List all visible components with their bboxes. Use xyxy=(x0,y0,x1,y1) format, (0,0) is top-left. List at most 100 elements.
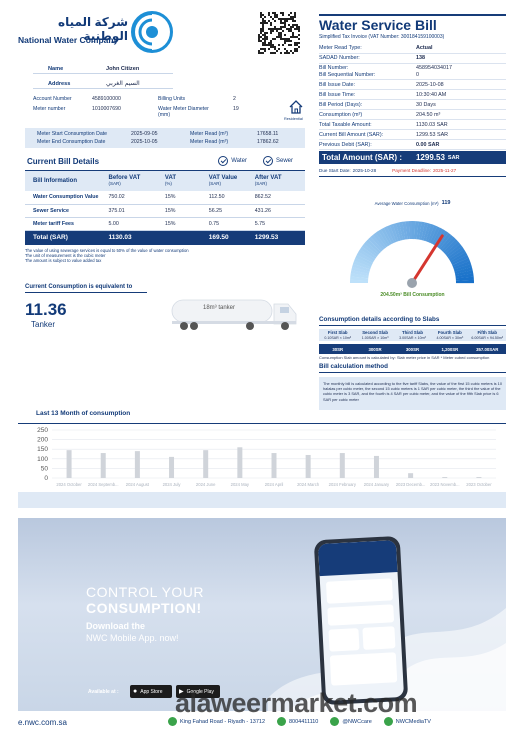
history-bar xyxy=(339,453,345,478)
bill-row-value: 750.02 xyxy=(108,194,125,201)
tanker-label: 18m³ tanker xyxy=(203,305,236,311)
gauge-arc xyxy=(446,243,463,258)
history-bar xyxy=(134,451,140,478)
promo-line4: NWC Mobile App. now! xyxy=(86,633,179,643)
residential-label: Residential xyxy=(284,117,303,121)
bill-field-value: 458954034017 0 xyxy=(416,65,452,78)
gauge-arc xyxy=(418,221,426,240)
water-drop-logo-icon xyxy=(131,11,173,53)
footer-media[interactable]: NWCMediaTV xyxy=(395,718,431,725)
gauge-arc xyxy=(431,227,444,245)
bill-table-header-text: After VAT xyxy=(254,175,282,182)
start-date-value: 2025-09-05 xyxy=(131,131,158,137)
gauge-arc xyxy=(358,249,376,261)
payment-deadline-value: 2025-11-27 xyxy=(433,168,457,174)
diameter-label: Water Meter Diameter (mm) xyxy=(158,106,209,118)
bill-row-value: 112.50 xyxy=(208,194,225,201)
history-bar xyxy=(237,447,243,478)
bill-table-header: Bill Information xyxy=(25,171,106,191)
gauge-arc xyxy=(441,236,456,252)
promo-line3: Download the xyxy=(86,621,145,631)
bill-field-label: Current Bill Amount (SAR): xyxy=(319,131,384,138)
bill-field-value: 10:30:40 AM xyxy=(416,91,447,98)
bill-table-subheader: (SAR) xyxy=(254,181,267,187)
bill-table-header-text: VAT xyxy=(164,175,176,182)
location-icon xyxy=(168,717,177,726)
gauge-arc xyxy=(350,273,369,279)
website-link[interactable]: e.nwc.com.sa xyxy=(18,718,67,727)
gauge-arc xyxy=(450,252,468,264)
history-xtick: 2024 August xyxy=(126,482,150,487)
end-date-label: Meter End Consumption Date xyxy=(37,139,106,145)
gauge-arc xyxy=(437,232,452,249)
gauge-arc xyxy=(443,239,459,254)
footer-phone[interactable]: 8004411110 xyxy=(289,718,319,725)
due-rule xyxy=(319,176,506,178)
gauge-arc xyxy=(381,227,393,245)
bill-row-value: 15% xyxy=(164,194,176,201)
gauge-arc xyxy=(453,260,472,270)
history-footer-bar xyxy=(18,492,506,508)
account-value: 4589100000 xyxy=(92,96,121,102)
bill-note: The unit of measurement is the cubic met… xyxy=(25,253,106,259)
bill-field-row: Previous Debit (SAR): 0.00 SAR xyxy=(319,140,506,151)
google-play-button[interactable]: ▶ Google Play xyxy=(176,685,220,698)
bill-field-value: 30 Days xyxy=(416,101,436,108)
bill-details-table: Bill Information Before VAT (SAR) VAT (%) VAT… xyxy=(25,171,305,246)
slab-headers: First Slab Second Slab Third Slab Fourth Sl… xyxy=(319,330,506,335)
gauge-arc xyxy=(448,249,466,262)
history-xtick: 2024 May xyxy=(231,482,250,487)
gauge-arc xyxy=(361,243,378,258)
payment-deadline-label: Payment Deadline: xyxy=(392,168,431,174)
gauge-arc xyxy=(454,266,473,274)
history-bar xyxy=(476,477,482,478)
bill-row-value: 56.25 xyxy=(208,207,223,214)
bill-field-value: 2025-10-08 xyxy=(416,81,444,88)
gauge-arc xyxy=(447,246,465,260)
slab-range: 4.00SAR × 30m³ xyxy=(436,336,464,340)
gauge-arc xyxy=(455,279,474,284)
slab-range: 0.10SAR × 10m³ xyxy=(324,336,352,340)
bill-field-value: 1299.53 SAR xyxy=(416,131,449,138)
gauge-arc xyxy=(452,257,470,268)
slab-value: 357.00SAR xyxy=(476,346,499,352)
history-xtick: 2024 April xyxy=(265,482,284,487)
company-logo: شركة المياه الوطنية National Water Compa… xyxy=(18,11,178,53)
slab-range: 3.00SAR × 10m³ xyxy=(399,336,426,340)
bill-row-label: Water Consumption Value xyxy=(33,194,99,201)
google-play-label: Google Play xyxy=(186,688,214,695)
gauge-arc xyxy=(355,254,373,266)
total-amount-label: Total Amount (SAR) : xyxy=(322,153,402,163)
history-section: Last 13 Month of consumption 250 200 150 10… xyxy=(18,410,506,510)
bill-title: Water Service Bill xyxy=(319,17,437,33)
promo-line2: CONSUMPTION! xyxy=(86,600,202,616)
bill-note: The amount is subject to value added tax xyxy=(25,258,102,264)
bill-table-row: Sewer Service 375.01 15% 56.25 431.26 xyxy=(25,204,305,218)
phone-mockup xyxy=(313,535,409,706)
promo-banner: CONTROL YOUR CONSUMPTION! Download the N… xyxy=(18,518,506,711)
gauge-arc xyxy=(455,276,474,281)
slab-header: Fourth Slab xyxy=(437,330,462,335)
tanker-truck-icon xyxy=(171,299,297,330)
history-bar xyxy=(100,453,106,478)
name-label: Name xyxy=(48,66,64,72)
slabs-title: Consumption details according to Slabs xyxy=(319,316,440,323)
calc-text-box: The monthly bill is calculated according… xyxy=(319,377,506,410)
gauge-arc xyxy=(412,221,416,240)
current-bill-section: Current Bill Details Water Sewer Bill In… xyxy=(25,152,305,263)
apple-icon: ● xyxy=(133,688,138,695)
gauge-arc xyxy=(399,221,406,240)
start-date-label: Meter Start Consumption Date xyxy=(37,131,108,137)
footer-twitter[interactable]: @NWCcare xyxy=(342,718,372,725)
play-icon: ▶ xyxy=(179,689,184,695)
app-store-button[interactable]: ● App Store xyxy=(130,685,172,698)
bill-row-value: 375.01 xyxy=(108,207,125,214)
bill-table-header: VAT Value (SAR) xyxy=(207,171,253,191)
bill-table-header-text: Before VAT xyxy=(108,175,141,182)
phone-icon xyxy=(277,717,286,726)
gauge-arc xyxy=(402,221,408,240)
bill-field-row: Meter Read Type: Actual xyxy=(319,44,506,54)
gauge-arc xyxy=(351,266,370,274)
gauge-needle xyxy=(410,234,444,285)
slab-value: 1,200SR xyxy=(441,346,459,352)
